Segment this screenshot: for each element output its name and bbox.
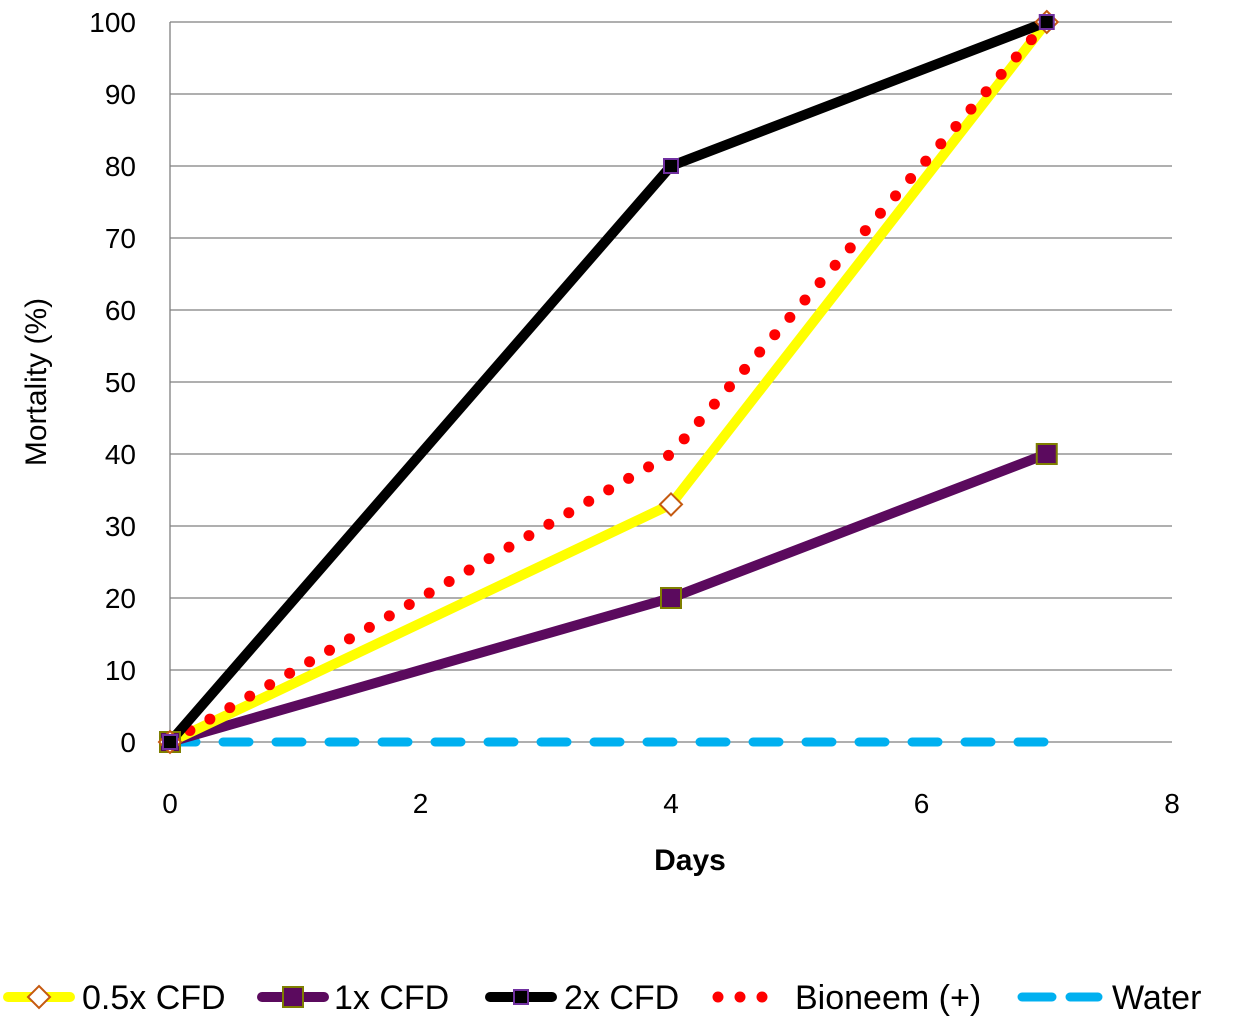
y-tick-label: 100 — [89, 7, 136, 38]
legend-label: 0.5x CFD — [82, 979, 226, 1017]
y-axis-title: Mortality (%) — [20, 298, 53, 466]
legend-label: 1x CFD — [334, 979, 449, 1017]
y-tick-label: 10 — [105, 655, 136, 686]
y-tick-label: 40 — [105, 439, 136, 470]
series-line-bioneem — [164, 16, 1053, 748]
grid-lines — [169, 21, 1172, 743]
y-axis-ticks: 0 10 20 30 40 50 60 70 80 90 100 — [89, 7, 136, 758]
data-point — [658, 491, 684, 517]
legend-item: Bioneem (+) — [712, 979, 981, 1017]
data-point — [1038, 14, 1055, 30]
data-point — [663, 158, 679, 174]
y-tick-label: 70 — [105, 223, 136, 254]
x-tick-label: 6 — [914, 788, 930, 819]
y-tick-label: 0 — [120, 727, 136, 758]
y-tick-label: 30 — [105, 511, 136, 542]
x-axis-ticks: 0 2 4 6 8 — [162, 788, 1180, 819]
y-tick-label: 60 — [105, 295, 136, 326]
x-tick-label: 0 — [162, 788, 178, 819]
legend: 0.5x CFD 1x CFD 2x CFD Bioneem (+) Water — [3, 979, 1201, 1017]
y-tick-label: 90 — [105, 79, 136, 110]
legend-marker — [282, 986, 304, 1008]
legend-marker — [513, 989, 529, 1005]
x-tick-label: 8 — [1164, 788, 1180, 819]
legend-label: Bioneem (+) — [795, 979, 981, 1017]
legend-marker — [26, 984, 52, 1010]
x-axis-title: Days — [654, 844, 726, 877]
x-tick-label: 4 — [663, 788, 679, 819]
legend-item: Water — [1017, 979, 1201, 1017]
legend-item: 0.5x CFD — [3, 979, 226, 1017]
x-tick-label: 2 — [413, 788, 429, 819]
legend-label: 2x CFD — [564, 979, 679, 1017]
y-tick-label: 50 — [105, 367, 136, 398]
legend-label: Water — [1112, 979, 1201, 1017]
data-point — [162, 734, 178, 750]
data-point — [1035, 443, 1058, 465]
y-tick-label: 80 — [105, 151, 136, 182]
legend-item: 1x CFD — [257, 979, 449, 1017]
legend-item: 2x CFD — [485, 979, 679, 1017]
data-point — [660, 587, 682, 609]
series-markers — [157, 9, 1060, 755]
y-tick-label: 20 — [105, 583, 136, 614]
